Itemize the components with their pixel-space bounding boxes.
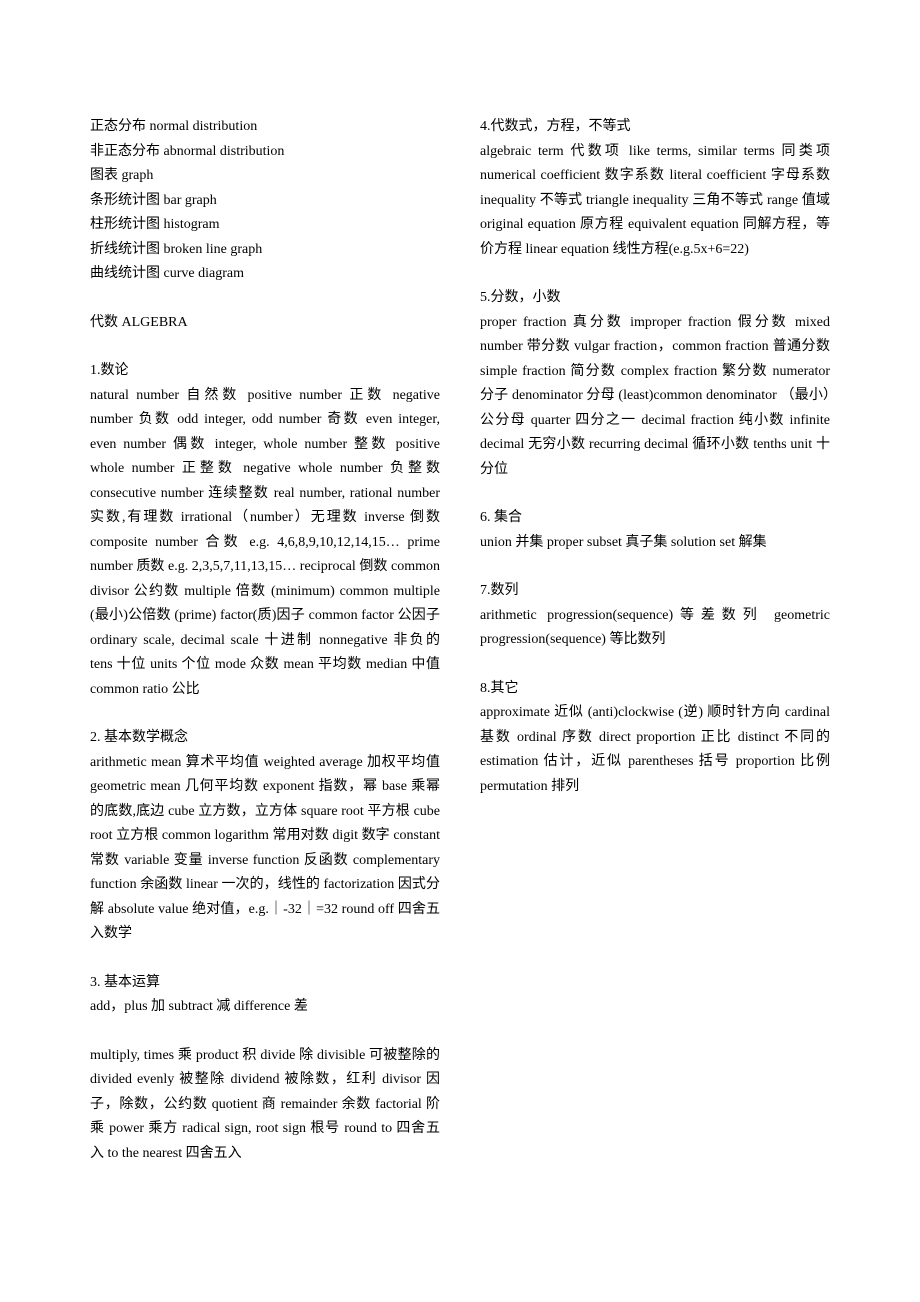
algebra-heading: 代数 ALGEBRA <box>90 311 440 336</box>
section-8-heading: 8.其它 <box>480 677 830 702</box>
stats-terms-block: 正态分布 normal distribution 非正态分布 abnormal … <box>90 115 440 287</box>
section-8-body: approximate 近似 (anti)clockwise (逆) 顺时针方向… <box>480 701 830 799</box>
section-1: 1.数论 natural number 自然数 positive number … <box>90 359 440 702</box>
term-line: 柱形统计图 histogram <box>90 213 440 238</box>
term-line: 条形统计图 bar graph <box>90 189 440 214</box>
section-1-heading: 1.数论 <box>90 359 440 384</box>
algebra-heading-block: 代数 ALGEBRA <box>90 311 440 336</box>
section-5-body: proper fraction 真分数 improper fraction 假分… <box>480 311 830 483</box>
section-1-body: natural number 自然数 positive number 正数 ne… <box>90 384 440 703</box>
section-4: 4.代数式，方程，不等式 algebraic term 代数项 like ter… <box>480 115 830 262</box>
section-3a: 3. 基本运算 add，plus 加 subtract 减 difference… <box>90 971 440 1020</box>
section-2-body: arithmetic mean 算术平均值 weighted average 加… <box>90 751 440 947</box>
section-4-body: algebraic term 代数项 like terms, similar t… <box>480 140 830 263</box>
term-line: 非正态分布 abnormal distribution <box>90 140 440 165</box>
section-8: 8.其它 approximate 近似 (anti)clockwise (逆) … <box>480 677 830 800</box>
section-4-heading: 4.代数式，方程，不等式 <box>480 115 830 140</box>
section-5-heading: 5.分数，小数 <box>480 286 830 311</box>
section-7: 7.数列 arithmetic progression(sequence)等差数… <box>480 579 830 653</box>
term-line: 曲线统计图 curve diagram <box>90 262 440 287</box>
section-6-body: union 并集 proper subset 真子集 solution set … <box>480 531 830 556</box>
section-3b: multiply, times 乘 product 积 divide 除 div… <box>90 1044 440 1167</box>
section-2-heading: 2. 基本数学概念 <box>90 726 440 751</box>
section-7-body: arithmetic progression(sequence)等差数列 geo… <box>480 604 830 653</box>
section-5: 5.分数，小数 proper fraction 真分数 improper fra… <box>480 286 830 482</box>
term-line: 图表 graph <box>90 164 440 189</box>
section-3-heading: 3. 基本运算 <box>90 971 440 996</box>
term-line: 折线统计图 broken line graph <box>90 238 440 263</box>
section-2: 2. 基本数学概念 arithmetic mean 算术平均值 weighted… <box>90 726 440 947</box>
term-line: 正态分布 normal distribution <box>90 115 440 140</box>
section-3-body-a: add，plus 加 subtract 减 difference 差 <box>90 995 440 1020</box>
section-6: 6. 集合 union 并集 proper subset 真子集 solutio… <box>480 506 830 555</box>
two-column-layout: 正态分布 normal distribution 非正态分布 abnormal … <box>90 115 830 1235</box>
section-3-body-b: multiply, times 乘 product 积 divide 除 div… <box>90 1044 440 1167</box>
section-6-heading: 6. 集合 <box>480 506 830 531</box>
section-7-heading: 7.数列 <box>480 579 830 604</box>
